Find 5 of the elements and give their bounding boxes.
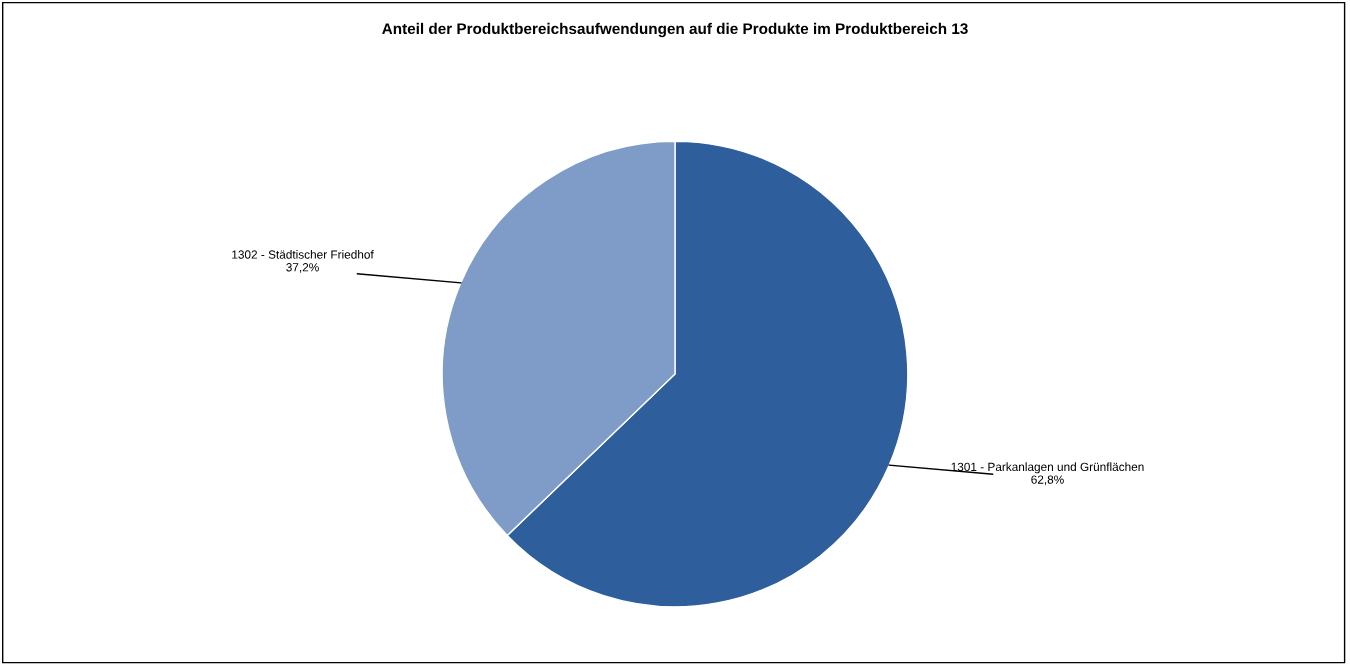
slice-label: 1302 - Städtischer Friedhof bbox=[232, 250, 374, 259]
data-label: 62,8% bbox=[1031, 475, 1064, 486]
chart-title: Anteil der Produktbereichsaufwendungen auf die Produkte im Produktbereich 13 bbox=[382, 22, 968, 38]
slice-label: 1301 - Parkanlagen und Grünflächen bbox=[951, 462, 1144, 474]
data-label: 37,2% bbox=[286, 263, 319, 273]
